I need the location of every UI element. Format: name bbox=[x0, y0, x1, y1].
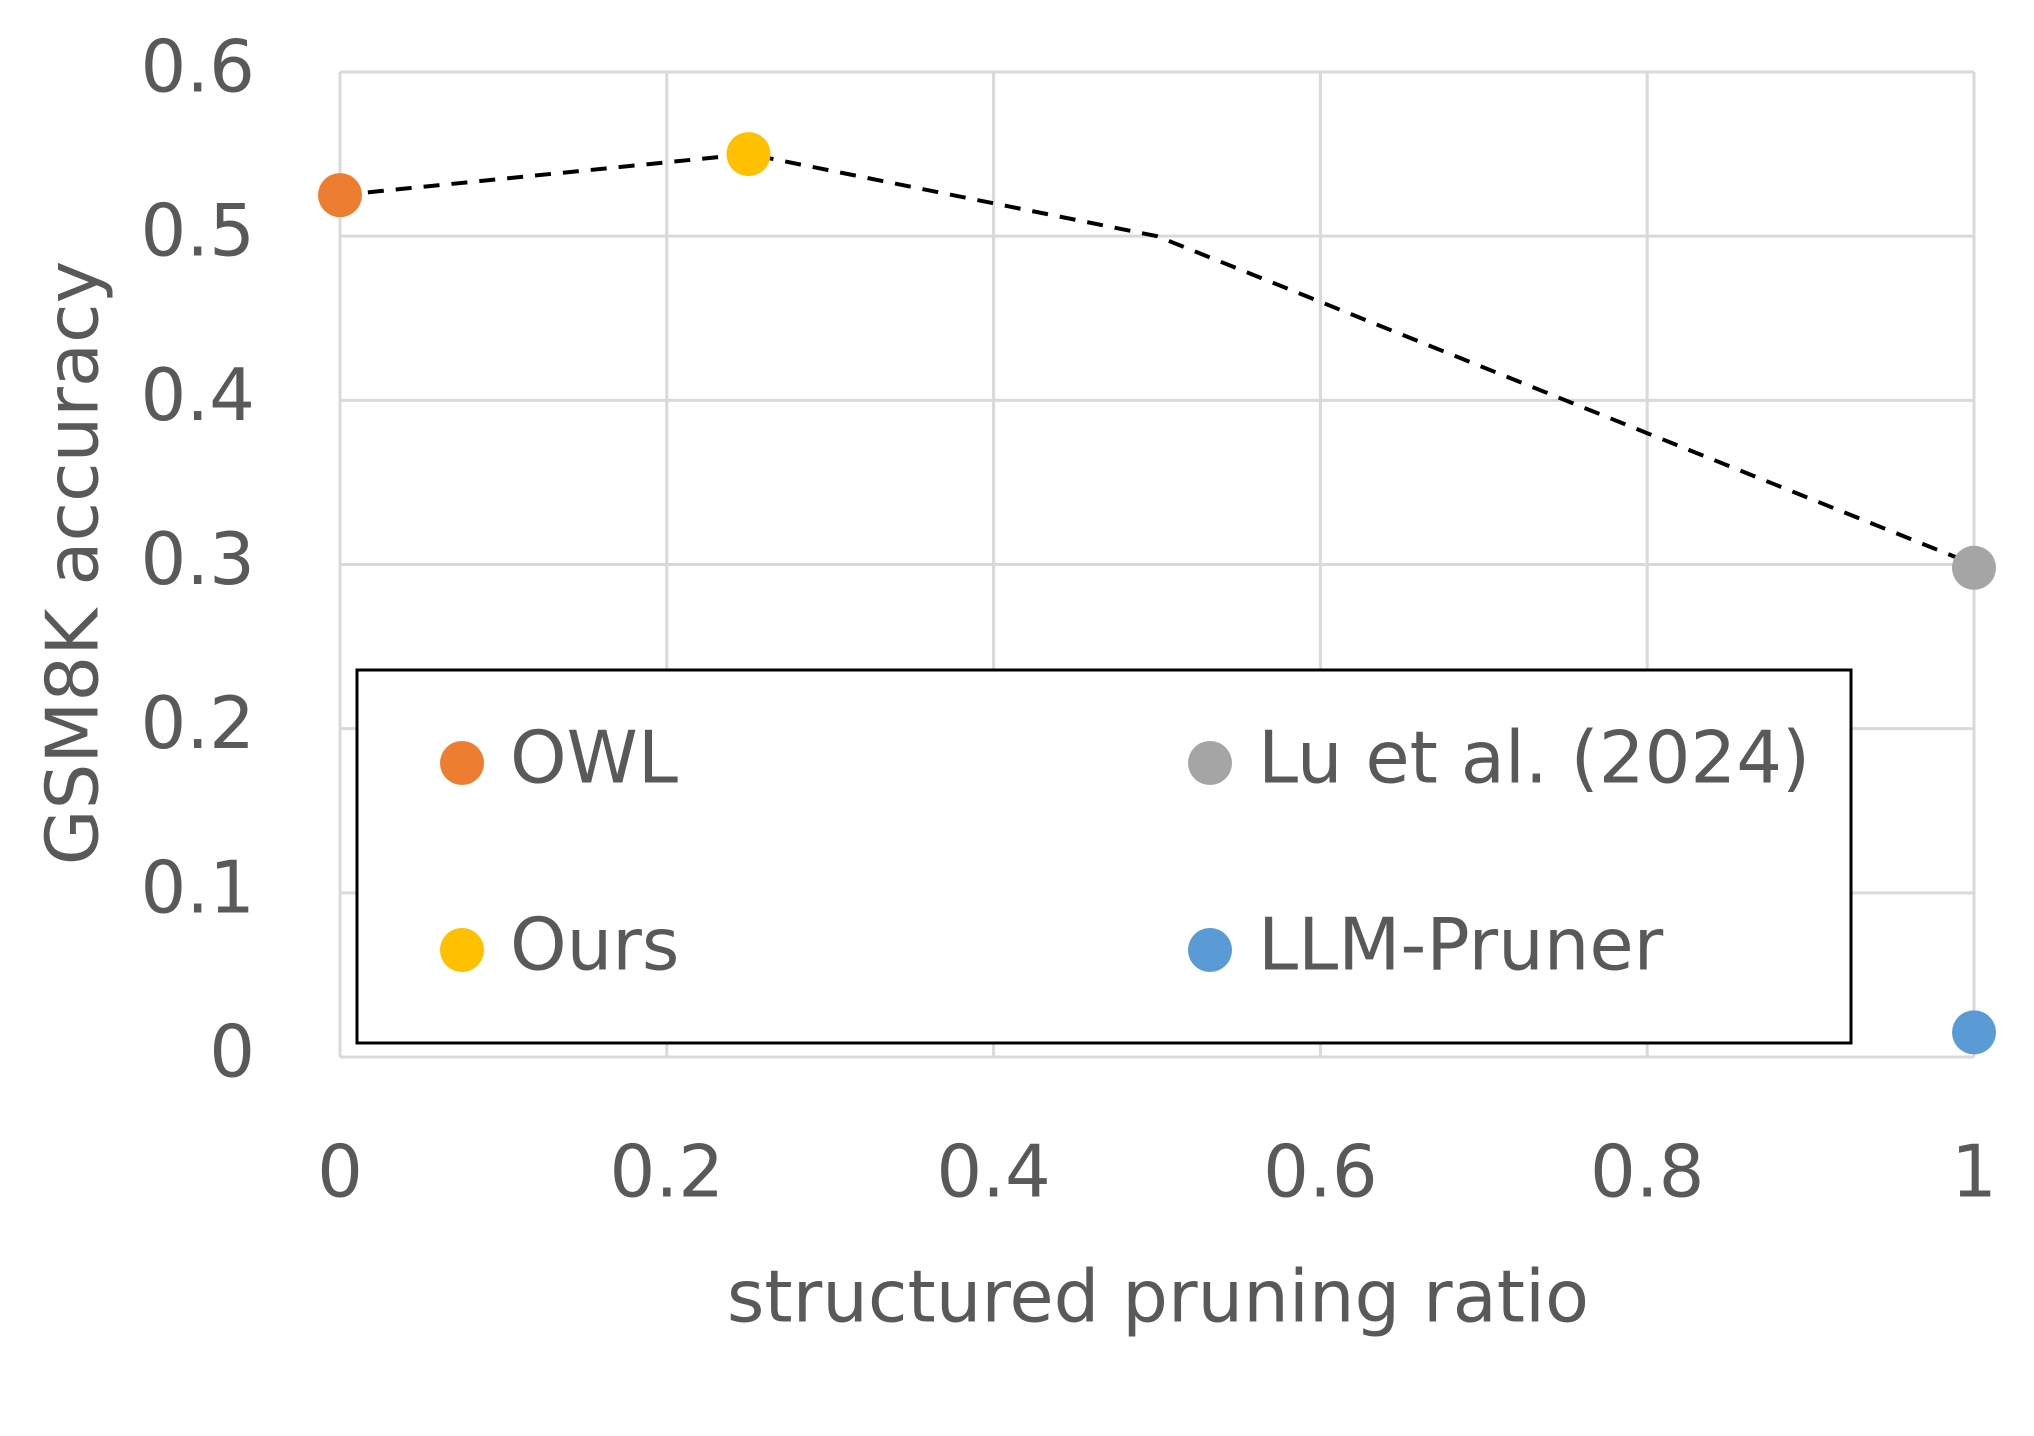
x-tick-label: 0.4 bbox=[936, 1130, 1051, 1214]
trend-line bbox=[339, 152, 1975, 567]
y-tick-label: 0.1 bbox=[140, 845, 255, 929]
x-axis-title: structured pruning ratio bbox=[727, 1255, 1589, 1339]
legend-marker bbox=[440, 741, 484, 785]
x-tick-label: 0.2 bbox=[610, 1130, 725, 1214]
y-tick-label: 0.5 bbox=[140, 189, 255, 273]
y-axis-title: GSM8K accuracy bbox=[31, 261, 115, 865]
y-tick-label: 0.3 bbox=[140, 517, 255, 601]
point bbox=[318, 173, 362, 218]
legend-label: LLM-Pruner bbox=[1258, 903, 1664, 987]
legend-box bbox=[355, 668, 1853, 1045]
point bbox=[726, 132, 771, 177]
legend-marker bbox=[1188, 928, 1232, 972]
y-tick-label: 0.2 bbox=[140, 681, 255, 765]
x-tick-label: 0.8 bbox=[1590, 1130, 1705, 1214]
legend-label: OWL bbox=[510, 716, 678, 800]
legend-marker bbox=[440, 928, 484, 972]
x-tick-label: 0 bbox=[317, 1130, 363, 1214]
legend-label: Lu et al. (2024) bbox=[1258, 716, 1810, 800]
point bbox=[1952, 545, 1996, 590]
y-tick-label: 0.4 bbox=[140, 353, 255, 437]
legend-label: Ours bbox=[510, 903, 679, 987]
y-tick-label: 0.6 bbox=[140, 25, 255, 109]
y-tick-label: 0 bbox=[209, 1010, 255, 1094]
point bbox=[1952, 1010, 1996, 1055]
x-tick-label: 1 bbox=[1951, 1130, 1997, 1214]
legend-marker bbox=[1188, 741, 1232, 785]
x-tick-label: 0.6 bbox=[1263, 1130, 1378, 1214]
